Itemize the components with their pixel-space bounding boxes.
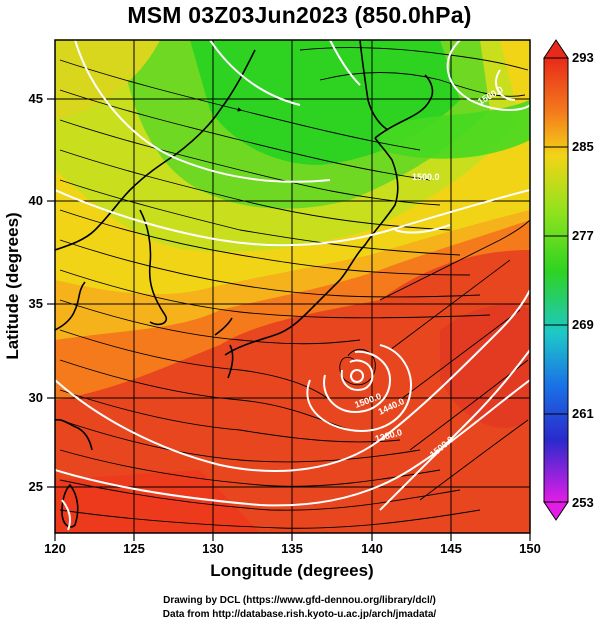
y-tick-label: 25 — [29, 479, 43, 494]
map-title: MSM 03Z03Jun2023 (850.0hPa) — [127, 2, 472, 28]
x-tick-label: 150 — [519, 541, 541, 556]
colorbar-tick-label: 269 — [572, 317, 594, 332]
colorbar-tick-label: 293 — [572, 50, 594, 65]
typhoon-center — [350, 369, 364, 383]
y-tick-label: 30 — [29, 390, 43, 405]
x-tick-label: 130 — [202, 541, 224, 556]
coastlines — [55, 40, 434, 528]
credit-data-source: Data from http://database.rish.kyoto-u.a… — [162, 609, 437, 620]
streamlines — [59, 47, 530, 529]
colorbar-tick-label: 253 — [572, 495, 594, 510]
colorbar-tick-label: 261 — [572, 406, 594, 421]
colorbar-tick-label: 285 — [572, 139, 594, 154]
y-axis-label: Latitude (degrees) — [3, 212, 22, 359]
y-tick-labels: 25 30 35 40 45 — [29, 91, 43, 494]
y-tick-label: 40 — [29, 193, 43, 208]
contour-label: 1500.0 — [412, 172, 440, 182]
x-axis-label: Longitude (degrees) — [210, 561, 373, 580]
x-tick-label: 125 — [123, 541, 145, 556]
x-tick-labels: 120 125 130 135 140 145 150 — [44, 541, 541, 556]
y-tick-label: 35 — [29, 296, 43, 311]
y-tick-label: 45 — [29, 91, 43, 106]
grid-lines — [55, 40, 530, 533]
x-tick-label: 145 — [440, 541, 462, 556]
x-tick-label: 135 — [281, 541, 303, 556]
height-contours — [55, 40, 530, 531]
credit-drawing: Drawing by DCL (https://www.gfd-dennou.o… — [163, 595, 436, 606]
colorbar: 293 285 277 269 261 253 — [543, 39, 594, 521]
axis-tick-marks — [47, 98, 531, 541]
x-tick-label: 140 — [361, 541, 383, 556]
x-tick-label: 120 — [44, 541, 66, 556]
colorbar-tick-label: 277 — [572, 228, 594, 243]
